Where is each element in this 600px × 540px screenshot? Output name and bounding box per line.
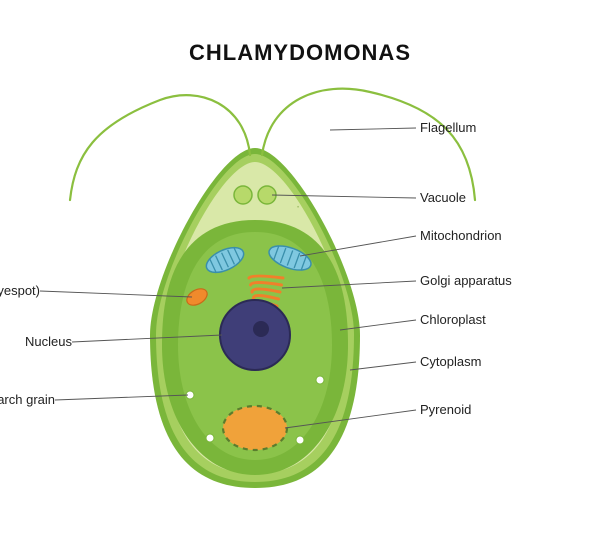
leader-line	[330, 128, 416, 130]
speckle	[297, 206, 299, 208]
label-pyrenoid: Pyrenoid	[420, 402, 471, 417]
label-nucleus: Nucleus	[25, 334, 72, 349]
label-cytoplasm: Cytoplasm	[420, 354, 481, 369]
label-starch-grain: Starch grain	[0, 392, 55, 407]
nucleolus	[253, 321, 269, 337]
label-flagellum: Flagellum	[420, 120, 476, 135]
starch-grain	[296, 436, 304, 444]
label-vacuole: Vacuole	[420, 190, 466, 205]
starch-grain	[316, 376, 324, 384]
label-mitochondrion: Mitochondrion	[420, 228, 502, 243]
diagram-canvas	[0, 0, 600, 540]
label-stigma-eyespot-: Stigma (eyespot)	[0, 283, 40, 298]
nucleus	[220, 300, 290, 370]
leader-line	[350, 362, 416, 370]
label-chloroplast: Chloroplast	[420, 312, 486, 327]
label-golgi-apparatus: Golgi apparatus	[420, 273, 512, 288]
vacuole	[234, 186, 252, 204]
starch-grain	[206, 434, 214, 442]
